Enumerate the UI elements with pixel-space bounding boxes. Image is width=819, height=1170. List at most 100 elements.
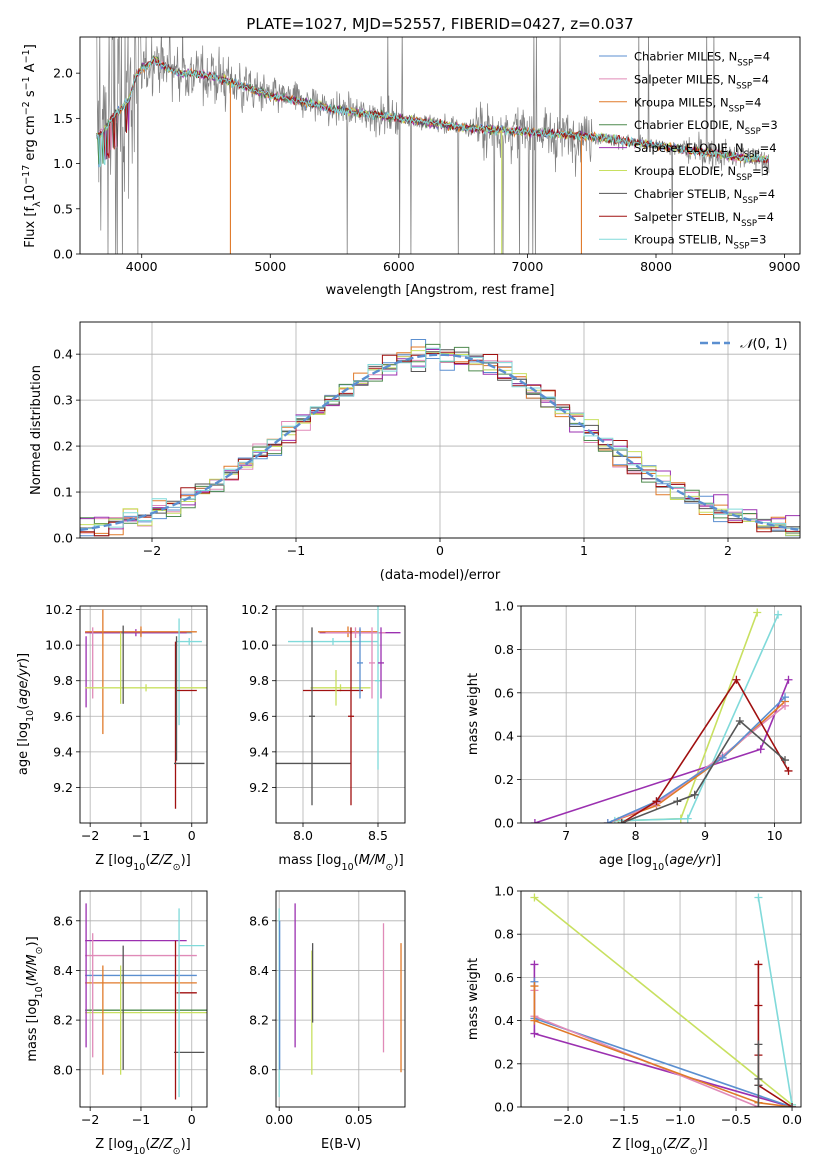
errorbar-point xyxy=(333,670,339,706)
weight-marker xyxy=(781,693,790,702)
label-part: 10 xyxy=(23,185,38,202)
weight-marker xyxy=(756,745,765,754)
weight-line xyxy=(607,700,786,823)
legend-name: Kroupa MILES, N xyxy=(634,95,729,109)
legend-count: =3 xyxy=(761,118,778,132)
y-tick-label: 9.6 xyxy=(249,709,269,724)
x-tick-label: −1 xyxy=(132,1112,150,1127)
y-tick-label: 9.2 xyxy=(249,780,269,795)
axes-frame xyxy=(520,605,802,824)
plot-body xyxy=(530,893,797,1107)
weight-line xyxy=(533,986,793,1107)
plot-body xyxy=(96,37,770,254)
errorbar-point xyxy=(85,684,207,692)
y-tick-label: 8.2 xyxy=(249,1013,269,1028)
axes-frame xyxy=(520,890,802,1108)
x-tick-label: 6000 xyxy=(383,259,415,274)
y-tick-label: 0.3 xyxy=(53,393,73,408)
y-axis-label: age [log10(age/yr)] xyxy=(16,653,36,775)
plot-age-vs-mass: 8.0 8.5 9.2 9.4 9.6 9.8 10.0 10.2 mass [log10(M/… xyxy=(241,602,406,873)
y-axis-label: mass weight xyxy=(466,958,481,1040)
weight-marker xyxy=(754,893,763,902)
label-part: age/yr xyxy=(669,853,712,868)
x-tick-label: 10 xyxy=(767,828,783,843)
label-part: mass [log xyxy=(278,853,341,868)
label-part: 10 xyxy=(25,710,36,722)
legend-count: =4 xyxy=(760,141,777,155)
y-axis-label: mass weight xyxy=(466,673,481,755)
legend-entry: Chabrier ELODIE, NSSP=3 xyxy=(634,118,778,137)
x-tick-label: −2 xyxy=(81,828,99,843)
x-tick-label: 9000 xyxy=(769,259,801,274)
label-part: 10 xyxy=(650,1146,662,1157)
label-part: )] xyxy=(394,853,404,868)
weight-marker xyxy=(732,675,741,684)
plot-mass-vs-ebv: 0.00 0.05 8.0 8.2 8.4 8.6 E(B-V) xyxy=(249,890,406,1152)
plot-body xyxy=(85,903,207,1100)
data-spectrum-line xyxy=(96,37,770,254)
label-part: 10 xyxy=(342,862,354,873)
weight-marker xyxy=(781,756,790,765)
legend-count: =4 xyxy=(758,187,775,201)
x-tick-label: 0.0 xyxy=(782,1112,802,1127)
weight-marker xyxy=(673,797,682,806)
legend-entry: 𝒩(0, 1) xyxy=(740,337,787,352)
label-part: Z [log xyxy=(95,1137,133,1152)
weight-marker xyxy=(754,960,763,969)
errorbar-point xyxy=(309,627,315,806)
weight-marker xyxy=(735,717,744,726)
label-part: )] xyxy=(711,853,721,868)
y-tick-label: 0.4 xyxy=(494,1013,514,1028)
x-tick-label: 8 xyxy=(632,828,640,843)
x-tick-label: −1 xyxy=(287,543,305,558)
legend-name: Salpeter STELIB, N xyxy=(634,210,741,224)
weight-marker xyxy=(617,819,626,823)
plot-body xyxy=(278,903,402,1098)
plot-body xyxy=(80,339,800,537)
y-axis-label: Flux [fλ10−17 erg cm−2 s−1 A−1] xyxy=(21,44,43,248)
x-tick-label: 0 xyxy=(436,543,444,558)
y-tick-label: 8.4 xyxy=(249,963,269,978)
y-tick-label: 0.0 xyxy=(53,531,73,546)
weight-line xyxy=(533,896,793,1106)
x-tick-label: 7000 xyxy=(512,259,544,274)
weight-marker xyxy=(784,766,793,775)
y-tick-label: 9.4 xyxy=(249,744,269,759)
weight-marker xyxy=(784,675,793,684)
label-part: age [log xyxy=(16,722,31,775)
legend-sub: SSP xyxy=(737,59,753,69)
label-part: ( xyxy=(145,853,150,868)
legend-count: =4 xyxy=(753,50,770,64)
errorbar-point xyxy=(288,638,378,646)
y-tick-label: 9.8 xyxy=(53,673,73,688)
x-tick-label: 1 xyxy=(580,543,588,558)
x-tick-label: 2 xyxy=(724,543,732,558)
x-axis-label: Z [log10(Z/Z⊙)] xyxy=(95,1137,190,1157)
y-tick-label: 9.4 xyxy=(53,744,73,759)
legend-count: =4 xyxy=(757,210,774,224)
axes-frame xyxy=(79,321,801,539)
x-tick-label: −0.5 xyxy=(721,1112,751,1127)
legend-entry: Kroupa ELODIE, NSSP=3 xyxy=(634,164,769,183)
label-part: 10 xyxy=(133,1146,145,1157)
axes: −2 −1 0 1 2 0.0 0.1 0.2 0.3 0.4 xyxy=(53,321,801,558)
y-tick-label: 0.2 xyxy=(53,439,73,454)
label-part: 10 xyxy=(34,986,45,998)
errorbar-point xyxy=(375,606,381,770)
errorbar-point xyxy=(357,627,363,699)
y-tick-label: 0.2 xyxy=(494,772,514,787)
legend-sub: SSP xyxy=(736,81,752,91)
label-part: A xyxy=(23,63,38,76)
y-tick-label: 8.0 xyxy=(249,1062,269,1077)
label-part: Z [log xyxy=(95,853,133,868)
model-line xyxy=(96,57,769,168)
label-part: ( xyxy=(664,853,669,868)
legend-entry: Chabrier MILES, NSSP=4 xyxy=(634,50,770,69)
errorbar-point xyxy=(85,629,187,637)
axes: 8.0 8.5 9.2 9.4 9.6 9.8 10.0 10.2 xyxy=(241,602,406,843)
label-part: ⊙ xyxy=(34,947,45,955)
legend-count: =3 xyxy=(752,164,769,178)
x-tick-label: 0 xyxy=(188,1112,196,1127)
errorbar-point xyxy=(325,627,386,639)
histogram-step xyxy=(80,347,800,530)
